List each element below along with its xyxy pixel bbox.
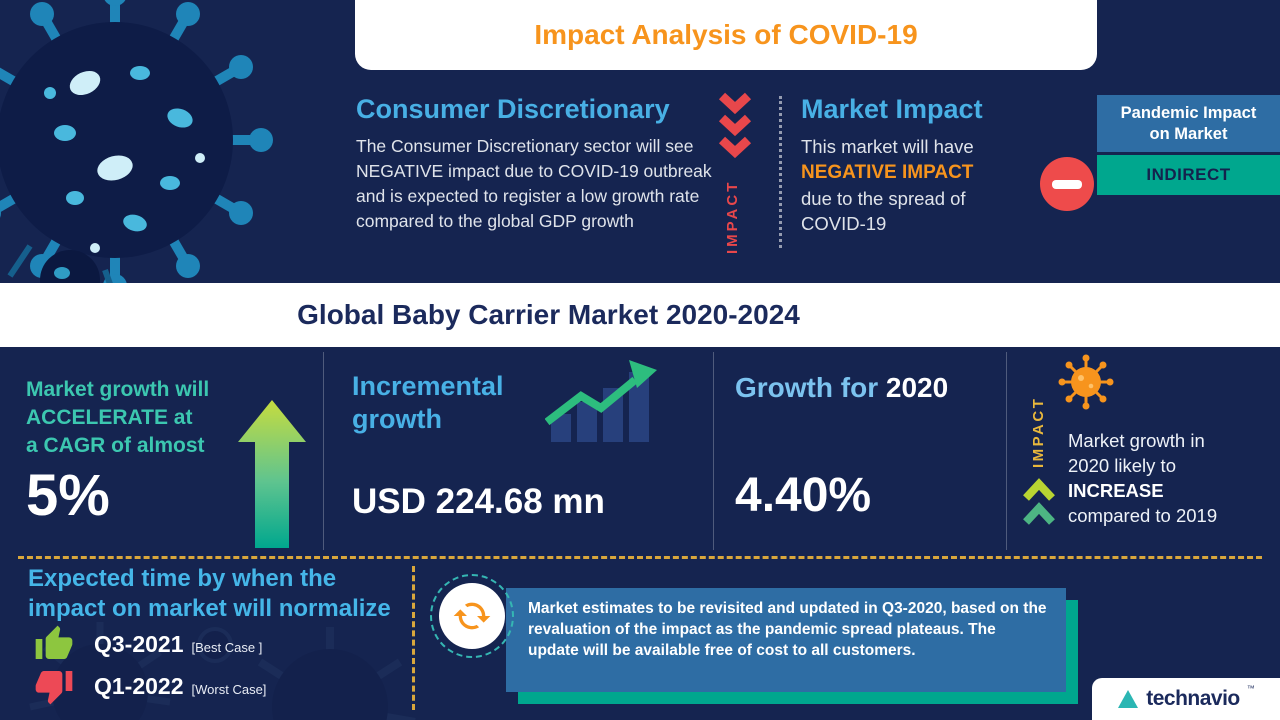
chevrons-down-icon [718,92,752,159]
thumb-up-icon [35,625,73,659]
brand-name: technavio [1146,687,1240,710]
refresh-badge [430,574,514,658]
dashed-separator [18,556,1262,559]
virus-icon [1058,354,1114,410]
refresh-icon [453,602,491,630]
pandemic-impact-card: Pandemic Impact on Market INDIRECT [1097,95,1280,196]
growth-chart-icon [545,360,657,442]
triangle-logo-icon [1118,690,1139,708]
cagr-value: 5% [26,463,110,528]
market-impact-line2: due to the spread of [801,187,966,209]
growth-2020-label: Growth for 2020 [735,372,949,403]
market-impact-line3: COVID-19 [801,213,887,235]
update-note: Market estimates to be revisited and upd… [506,588,1066,692]
best-case-value: Q3-2021 [94,631,184,657]
worst-case-row: Q1-2022 [Worst Case] [94,673,266,700]
market-impact-highlight: NEGATIVE IMPACT [801,161,974,183]
cagr-stat-text: Market growth will ACCELERATE at a CAGR … [26,378,210,457]
incremental-growth-value: USD 224.68 mn [352,482,605,521]
best-case-label: [Best Case ] [191,640,263,655]
dashed-divider-vertical [412,566,415,710]
dotted-divider-vertical [779,96,782,248]
impact-2020-text: Market growth in 2020 likely to INCREASE… [1068,430,1218,526]
growth-2020-value: 4.40% [735,469,872,522]
market-impact-block: Market Impact This market will have NEGA… [801,94,1061,237]
impact-vertical-label-2020: IMPACT [1030,396,1047,468]
title-band [0,283,1280,347]
market-impact-line1: This market will have [801,136,974,157]
coronavirus-illustration [0,0,273,283]
sector-heading: Consumer Discretionary [356,94,670,124]
pandemic-card-title: Pandemic Impact on Market [1097,95,1280,153]
sector-impact-block: Consumer Discretionary The Consumer Disc… [356,94,724,233]
sector-body-text: The Consumer Discretionary sector will s… [356,136,712,231]
stats-divider-2 [713,352,714,550]
thumb-down-icon [35,671,73,705]
top-banner: Impact Analysis of COVID-19 [355,0,1097,70]
worst-case-label: [Worst Case] [191,682,267,697]
normalize-heading: Expected time by when the impact on mark… [28,565,391,622]
brand-trademark: ™ [1246,684,1255,693]
brand-footer: technavio ™ [1092,678,1280,720]
minus-icon [1040,157,1094,211]
best-case-row: Q3-2021 [Best Case ] [94,631,262,658]
market-title: Global Baby Carrier Market 2020-2024 [297,299,800,330]
background-virus-decoration [0,557,430,720]
page-title: Impact Analysis of COVID-19 [534,19,918,50]
incremental-growth-label: Incremental growth [352,371,504,434]
chevrons-up-icon [1023,478,1055,525]
impact-vertical-label: IMPACT [724,179,741,254]
top-section: Impact Analysis of COVID-19 [0,0,1280,283]
market-impact-heading: Market Impact [801,94,983,124]
pandemic-card-value: INDIRECT [1097,155,1280,196]
up-arrow-icon [238,400,306,548]
stats-divider-3 [1006,352,1007,550]
worst-case-value: Q1-2022 [94,673,184,699]
stats-divider-1 [323,352,324,550]
